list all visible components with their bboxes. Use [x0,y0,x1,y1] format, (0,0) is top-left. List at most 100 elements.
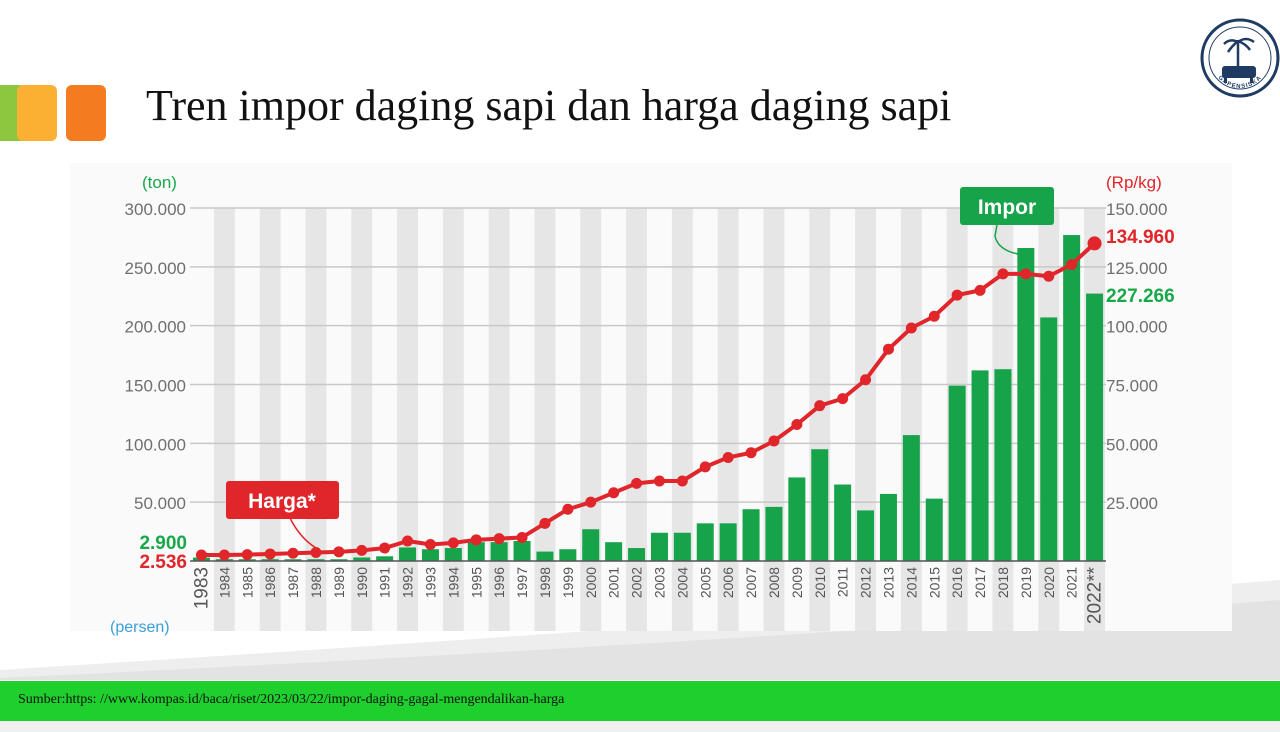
bar-impor [673,532,691,561]
bar-impor [834,484,852,561]
point-harga [768,435,780,447]
column-stripe [305,208,327,631]
point-harga [195,549,207,561]
x-tick-label: 1991 [377,567,393,598]
point-harga [745,447,757,459]
source-text: Sumber:https: //www.kompas.id/baca/riset… [18,692,565,707]
x-tick-label: 2021 [1064,567,1080,598]
x-tick-label: 1999 [560,567,576,598]
point-harga [974,284,986,296]
x-tick-label: 1990 [354,567,370,598]
y-right-tick-label: 125.000 [1106,259,1167,278]
point-harga [447,537,459,549]
point-harga [951,289,963,301]
point-harga [860,374,872,386]
point-harga [241,549,253,561]
bar-impor [307,559,325,561]
bar-impor [490,542,508,561]
bottom-unit-label: (persen) [110,619,170,636]
x-tick-label: 2020 [1041,567,1057,598]
x-tick-label: 2009 [789,567,805,598]
x-tick-label: 2003 [651,567,667,598]
point-harga [402,535,414,547]
point-harga [997,268,1009,280]
bar-impor [696,523,714,561]
point-harga [608,487,620,499]
callout-harga-label: Harga* [248,490,317,513]
point-harga [1066,258,1078,270]
x-tick-label: 1986 [262,567,278,598]
x-tick-label: 1987 [285,567,301,598]
point-harga [333,546,345,558]
x-tick-label: 2019 [1018,567,1034,598]
x-tick-label: 2015 [926,567,942,598]
bar-impor [582,529,600,561]
y-right-tick-label: 25.000 [1106,494,1158,513]
x-tick-label: 2002 [629,567,645,598]
x-tick-label: 1988 [308,567,324,598]
point-harga [562,503,574,515]
callout-harga-pointer [289,517,317,549]
point-harga [791,419,803,431]
column-stripe [351,208,373,631]
point-harga [1020,268,1032,280]
y-right-tick-label: 50.000 [1106,435,1158,454]
bar-impor [971,370,989,561]
bar-impor [742,509,760,561]
bar-impor [605,542,623,561]
bar-impor [628,548,646,561]
y-left-unit: (ton) [142,173,177,192]
x-tick-label: 2001 [606,567,622,598]
annotation-start-price: 2.536 [139,552,187,573]
point-harga [493,533,505,545]
annotation-start-import: 2.900 [139,533,187,554]
x-tick-label: 1983 [191,567,212,609]
x-tick-label: 1992 [400,567,416,598]
x-tick-label: 1995 [468,567,484,598]
y-left-tick-label: 50.000 [134,494,186,513]
x-tick-label: 1985 [239,567,255,598]
point-harga [470,534,482,546]
bar-impor [330,559,348,561]
bar-impor [765,506,783,561]
column-stripe [626,208,647,631]
bar-impor [284,559,302,561]
bar-impor [399,547,417,561]
bar-impor [513,540,531,561]
x-tick-label: 2010 [812,567,828,598]
bar-impor [1086,293,1104,561]
x-tick-label: 2013 [880,567,896,598]
y-right-tick-label: 75.000 [1106,377,1158,396]
x-tick-label: 2000 [583,567,599,598]
bar-impor [1017,248,1035,562]
bar-impor [811,449,829,561]
point-harga [722,451,734,463]
annotation-end-import: 227.266 [1106,286,1175,307]
x-tick-label: 1984 [216,567,232,598]
bar-impor [261,559,279,561]
x-tick-label: 2008 [766,567,782,598]
x-tick-label: 2017 [972,567,988,598]
point-harga [310,547,322,559]
x-tick-label: 1996 [491,567,507,598]
point-harga [379,542,391,554]
y-left-tick-label: 200.000 [125,318,186,337]
point-harga [218,549,230,561]
x-tick-label: 1997 [514,567,530,598]
column-stripe [259,208,281,631]
bottom-strip [0,721,1280,732]
callout-harga-box [226,481,339,519]
x-tick-label: 2012 [858,567,874,598]
point-harga [424,539,436,551]
bar-impor [536,551,554,561]
point-harga [516,531,528,543]
point-harga [631,477,643,489]
bar-impor [444,548,462,561]
point-harga [356,544,368,556]
x-tick-label: 2011 [835,567,851,597]
bar-impor [902,435,920,561]
column-stripe [580,208,602,631]
slide-title: Tren impor daging sapi dan harga daging … [146,81,952,130]
x-tick-label: 1994 [445,567,461,598]
